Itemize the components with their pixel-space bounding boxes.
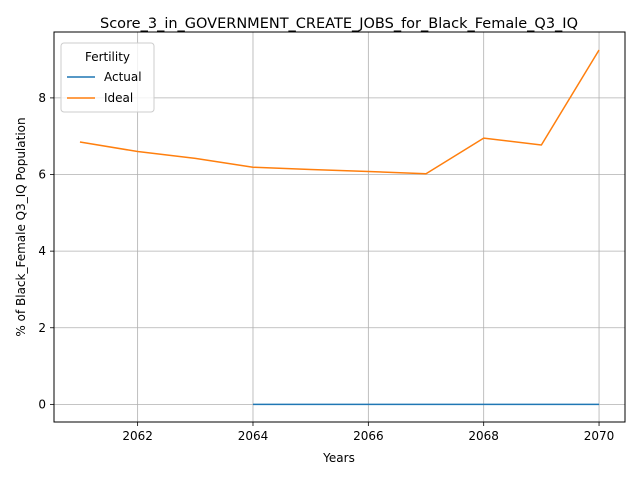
x-axis-label: Years [322,451,355,465]
y-tick-label: 0 [38,397,46,411]
x-tick-label: 2070 [584,429,615,443]
y-tick-label: 6 [38,168,46,182]
x-tick-label: 2064 [238,429,269,443]
y-tick-label: 8 [38,91,46,105]
plot-frame [53,31,626,423]
series-lines [79,49,600,406]
legend-label: Ideal [104,91,133,105]
y-axis-label: % of Black_Female Q3_IQ Population [14,117,28,336]
legend: Fertility Actual Ideal [60,42,155,113]
chart-title: Score_3_in_GOVERNMENT_CREATE_JOBS_for_Bl… [100,16,578,32]
legend-title: Fertility [85,50,130,64]
series-line-ideal [79,49,600,175]
x-tick-label: 2066 [353,429,384,443]
x-tick-label: 2062 [122,429,153,443]
legend-label: Actual [104,70,142,84]
x-tick-label: 2068 [468,429,499,443]
y-tick-label: 4 [38,244,46,258]
axis-ticks: 2062 2064 2066 2068 2070 0 2 4 6 8 [38,91,614,443]
legend-box [60,42,155,113]
y-tick-label: 2 [38,321,46,335]
